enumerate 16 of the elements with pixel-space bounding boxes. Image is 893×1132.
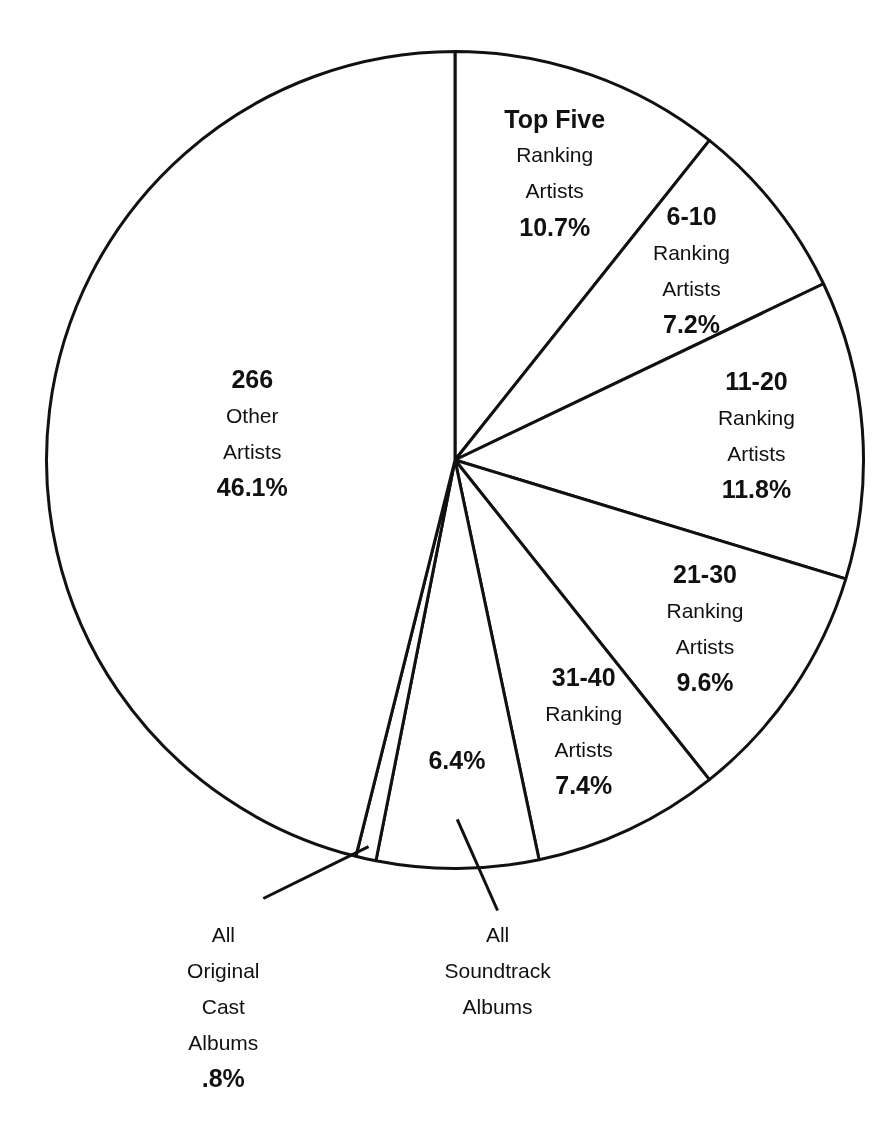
slice-label: All Soundtrack Albums	[444, 923, 552, 1019]
data-label: 6.4%	[428, 746, 486, 775]
data-label: 9.6%	[676, 667, 734, 696]
slice-label: All Original Cast Albums	[187, 923, 260, 1055]
data-label: .8%	[201, 1064, 245, 1093]
slice-label: Top Five Ranking Artists	[504, 104, 606, 203]
data-label: 11.8%	[721, 475, 792, 504]
slice-label: 11-20 Ranking Artists	[717, 367, 795, 466]
data-label: 7.2%	[663, 309, 720, 338]
data-label: 46.1%	[216, 472, 288, 501]
slice-label: 21-30 Ranking Artists	[666, 559, 744, 658]
slice-label: 31-40 Ranking Artists	[545, 663, 623, 762]
slice-label: 6-10 Ranking Artists	[652, 201, 731, 300]
data-label: 7.4%	[555, 771, 613, 800]
slice-label: 266 Other Artists	[223, 364, 282, 463]
data-label: 10.7%	[519, 212, 591, 241]
